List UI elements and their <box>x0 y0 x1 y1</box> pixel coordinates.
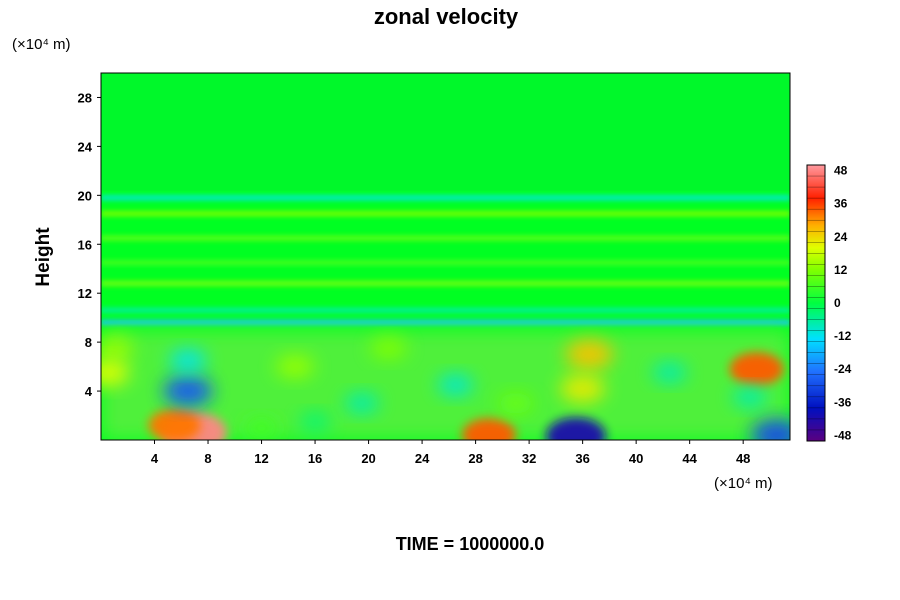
colorbar-tick-label: -36 <box>834 395 852 409</box>
x-tick-label: 28 <box>468 451 482 466</box>
velocity-cell-5 <box>163 375 213 407</box>
velocity-band-2 <box>101 280 790 287</box>
velocity-cell-13 <box>565 339 614 370</box>
x-tick-label: 24 <box>415 451 430 466</box>
velocity-cell-6 <box>169 349 207 372</box>
colorbar-tick-label: 36 <box>834 197 848 211</box>
y-axis-label: Height <box>33 227 54 287</box>
colorbar-tick-label: -12 <box>834 329 852 343</box>
y-axis-unit: (×10⁴ m) <box>12 36 71 53</box>
colorbar-levels <box>807 175 825 431</box>
plot-area <box>100 72 791 441</box>
x-axis-unit: (×10⁴ m) <box>714 475 773 492</box>
velocity-cell-15 <box>652 362 687 383</box>
velocity-cell-8 <box>101 359 130 386</box>
x-tick-label: 44 <box>682 451 697 466</box>
y-tick-label: 16 <box>78 237 92 252</box>
x-tick-label: 12 <box>254 451 268 466</box>
velocity-cell-20 <box>245 418 278 438</box>
y-tick-label: 24 <box>78 139 93 154</box>
velocity-band-5 <box>101 210 790 217</box>
y-axis-ticks: 4 8 12 16 20 24 28 <box>78 90 101 399</box>
velocity-cell-2 <box>462 418 516 440</box>
x-tick-label: 16 <box>308 451 322 466</box>
velocity-cell-18 <box>299 412 331 431</box>
velocity-cell-19 <box>497 392 534 414</box>
colorbar-gradient <box>806 164 826 442</box>
velocity-band-0 <box>101 319 790 326</box>
colorbar-tick-label: 24 <box>834 230 848 244</box>
colorbar-tick-label: 12 <box>834 263 848 277</box>
colorbar: 48 36 24 12 0 -12 -24 -36 -48 <box>806 164 852 443</box>
upper-layer <box>101 73 790 191</box>
velocity-cell-16 <box>729 352 784 386</box>
x-tick-label: 32 <box>522 451 536 466</box>
x-axis-ticks: 4 8 12 16 20 24 28 32 36 40 44 48 <box>151 440 750 466</box>
y-tick-label: 12 <box>78 286 92 301</box>
time-label: TIME = 1000000.0 <box>396 534 545 554</box>
velocity-cell-14 <box>560 374 605 403</box>
x-tick-label: 36 <box>575 451 589 466</box>
contour-field <box>101 73 790 440</box>
velocity-cell-9 <box>275 354 315 379</box>
velocity-cell-3 <box>545 417 606 440</box>
colorbar-tick-label: 48 <box>834 164 848 178</box>
velocity-cells <box>101 336 790 440</box>
x-tick-label: 4 <box>151 451 159 466</box>
y-tick-label: 28 <box>78 90 92 105</box>
y-tick-label: 8 <box>85 335 92 350</box>
chart-title: zonal velocity <box>374 4 519 29</box>
colorbar-tick-label: -24 <box>834 362 852 376</box>
plot-frame <box>100 72 791 441</box>
velocity-band-3 <box>101 259 790 266</box>
colorbar-tick-label: 0 <box>834 296 841 310</box>
x-tick-label: 48 <box>736 451 750 466</box>
velocity-cell-1 <box>148 409 201 440</box>
velocity-bands <box>101 194 790 326</box>
velocity-band-1 <box>101 307 790 314</box>
x-tick-label: 8 <box>204 451 211 466</box>
colorbar-tick-label: -48 <box>834 428 852 442</box>
velocity-band-6 <box>101 194 790 201</box>
velocity-cell-7 <box>101 336 134 360</box>
velocity-band-4 <box>101 235 790 242</box>
velocity-cell-12 <box>437 374 474 396</box>
x-tick-label: 20 <box>361 451 375 466</box>
velocity-cell-10 <box>370 337 408 360</box>
x-tick-label: 40 <box>629 451 643 466</box>
y-tick-label: 20 <box>78 188 92 203</box>
velocity-cell-11 <box>344 393 379 414</box>
velocity-cell-17 <box>732 387 767 408</box>
velocity-cell-4 <box>751 419 790 440</box>
colorbar-ticks: 48 36 24 12 0 -12 -24 -36 -48 <box>834 164 852 443</box>
y-tick-label: 4 <box>85 384 93 399</box>
